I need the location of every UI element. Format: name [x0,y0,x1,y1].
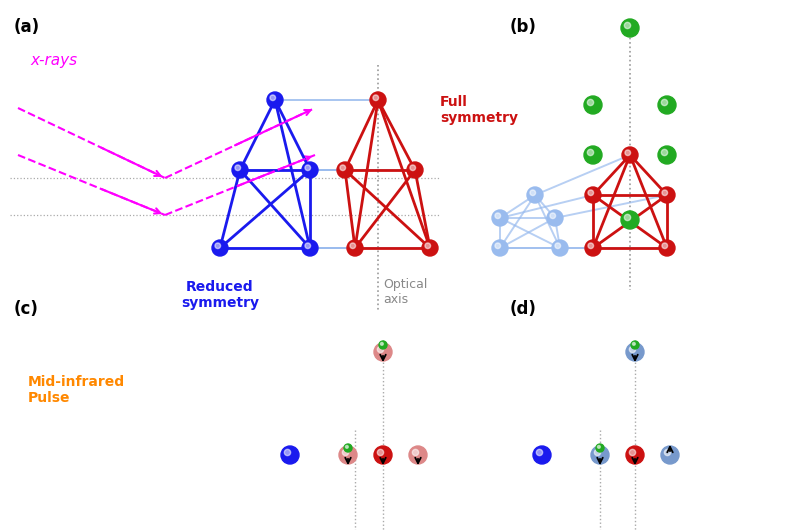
Circle shape [591,446,609,464]
Circle shape [350,243,355,249]
Circle shape [659,240,675,256]
Circle shape [495,213,501,218]
Circle shape [658,146,676,164]
Text: x-rays: x-rays [30,53,77,68]
Circle shape [495,243,501,249]
Circle shape [547,210,563,226]
Circle shape [662,243,667,249]
Circle shape [552,240,568,256]
Circle shape [630,346,636,352]
Circle shape [425,243,430,249]
Text: Mid-infrared
Pulse: Mid-infrared Pulse [28,375,125,405]
Circle shape [584,146,602,164]
Circle shape [624,22,630,29]
Circle shape [409,446,427,464]
Circle shape [215,243,221,249]
Circle shape [492,210,508,226]
Circle shape [550,213,555,218]
Circle shape [584,96,602,114]
Circle shape [588,243,594,249]
Circle shape [374,446,392,464]
Circle shape [344,444,352,452]
Circle shape [533,446,551,464]
Circle shape [347,240,363,256]
Circle shape [302,162,318,178]
Circle shape [346,446,348,448]
Circle shape [410,165,415,171]
Circle shape [588,190,594,196]
Circle shape [302,240,318,256]
Circle shape [621,211,639,229]
Circle shape [630,449,636,456]
Circle shape [662,99,668,105]
Circle shape [658,96,676,114]
Circle shape [378,346,384,352]
Circle shape [270,95,275,101]
Circle shape [659,187,675,203]
Circle shape [664,449,670,456]
Circle shape [305,165,310,171]
Text: Full
symmetry: Full symmetry [440,95,518,125]
Circle shape [267,92,283,108]
Circle shape [407,162,423,178]
Circle shape [381,342,383,345]
Circle shape [585,240,601,256]
Text: (a): (a) [14,18,40,36]
Circle shape [587,149,594,156]
Circle shape [305,243,310,249]
Circle shape [624,214,630,220]
Circle shape [527,187,543,203]
Circle shape [212,240,228,256]
Circle shape [622,147,638,163]
Circle shape [412,449,418,456]
Circle shape [379,341,387,349]
Circle shape [621,19,639,37]
Circle shape [370,92,386,108]
Circle shape [585,187,601,203]
Text: Optical
axis: Optical axis [383,278,427,306]
Circle shape [284,449,290,456]
Circle shape [626,343,644,361]
Circle shape [596,444,604,452]
Circle shape [342,449,349,456]
Circle shape [536,449,542,456]
Circle shape [661,446,679,464]
Circle shape [378,449,384,456]
Circle shape [662,190,667,196]
Circle shape [594,449,601,456]
Circle shape [340,165,346,171]
Circle shape [374,343,392,361]
Circle shape [633,342,635,345]
Text: Reduced
symmetry: Reduced symmetry [181,280,259,310]
Circle shape [530,190,535,196]
Circle shape [598,446,600,448]
Text: (c): (c) [14,300,39,318]
Text: (b): (b) [510,18,537,36]
Circle shape [555,243,561,249]
Circle shape [626,446,644,464]
Circle shape [587,99,594,105]
Circle shape [339,446,357,464]
Circle shape [337,162,353,178]
Circle shape [232,162,248,178]
Circle shape [492,240,508,256]
Circle shape [281,446,299,464]
Circle shape [235,165,241,171]
Text: (d): (d) [510,300,537,318]
Circle shape [662,149,668,156]
Circle shape [373,95,378,101]
Circle shape [422,240,438,256]
Circle shape [625,150,630,156]
Circle shape [631,341,639,349]
